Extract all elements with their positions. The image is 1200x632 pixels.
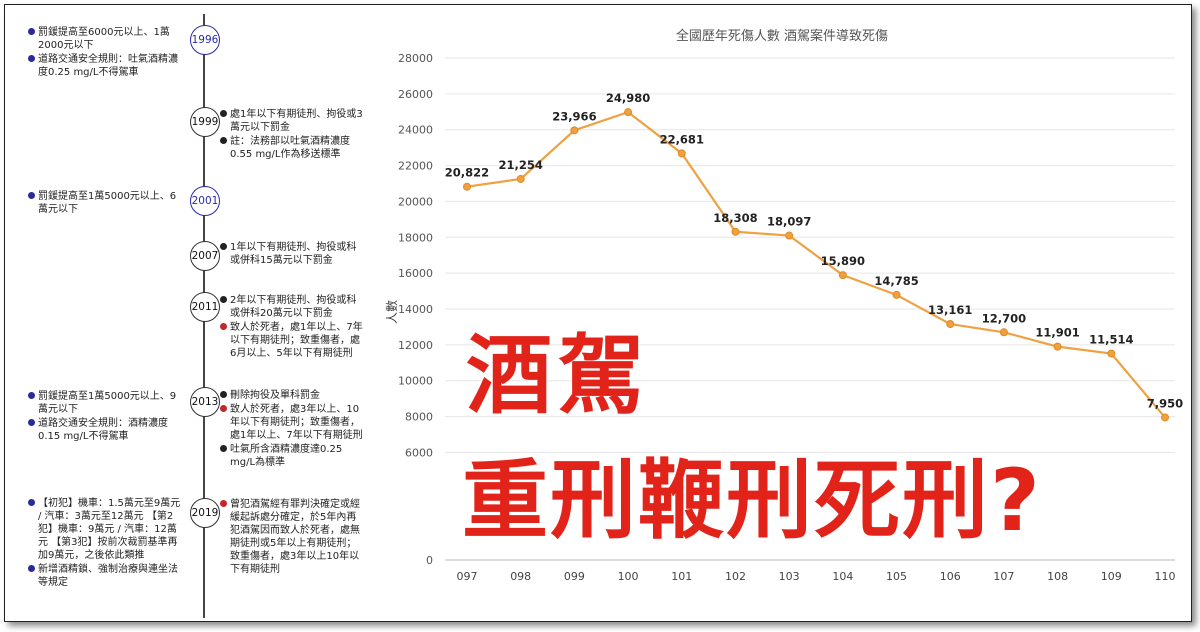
- note-text: 道路交通安全規則：吐氣酒精濃度0.25 mg/L不得駕車: [28, 53, 186, 79]
- y-tick-label: 6000: [405, 446, 433, 459]
- data-label: 23,966: [552, 109, 596, 123]
- y-tick-label: 0: [426, 554, 433, 567]
- note-text: 道路交通安全規則：酒精濃度0.15 mg/L不得駕車: [28, 417, 186, 443]
- x-tick-label: 104: [832, 570, 853, 583]
- note-2001: 罰鍰提高至1萬5000元以上、6萬元以下: [28, 190, 186, 216]
- data-point: [677, 149, 686, 158]
- year-marker: 2011: [190, 292, 220, 322]
- data-point: [624, 108, 633, 117]
- data-label: 11,901: [1035, 326, 1079, 340]
- data-point: [999, 328, 1008, 337]
- x-tick-label: 103: [779, 570, 800, 583]
- series-marks: [463, 108, 1169, 422]
- x-tick-label: 098: [510, 570, 531, 583]
- y-tick-label: 26000: [398, 88, 433, 101]
- note-text: 註：法務部以吐氣酒精濃度0.55 mg/L作為移送標準: [220, 135, 366, 161]
- y-tick-label: 16000: [398, 267, 433, 280]
- note-text: 吐氣所含酒精濃度達0.25 mg/L為標準: [220, 443, 366, 469]
- data-point: [892, 290, 901, 299]
- data-labels: 20,822 21,254 23,966 24,980 22,681 18,308 18,0…: [445, 91, 1183, 410]
- x-tick-label: 097: [457, 570, 478, 583]
- x-tick-label: 102: [725, 570, 746, 583]
- data-point: [731, 227, 740, 236]
- year-marker: 2007: [190, 241, 220, 271]
- x-tick-label: 107: [993, 570, 1014, 583]
- x-tick-label: 106: [940, 570, 961, 583]
- x-tick-label: 108: [1047, 570, 1068, 583]
- year-marker: 1996: [190, 25, 220, 55]
- note-2013-left: 罰鍰提高至1萬5000元以上、9萬元以下 道路交通安全規則：酒精濃度0.15 m…: [28, 390, 186, 443]
- note-text: 新增酒精鎖、強制治療與連坐法等規定: [28, 563, 186, 589]
- note-text: 曾犯酒駕經有罪判決確定或經緩起訴處分確定，於5年內再犯酒駕因而致人於死者，處無期…: [220, 498, 366, 576]
- note-2019-left: 【初犯】機車：1.5萬元至9萬元 / 汽車：3萬元至12萬元 【第2犯】機車：9…: [28, 497, 186, 589]
- note-2011: 2年以下有期徒刑、拘役或科或併科20萬元以下罰金 致人於死者，處1年以上、7年以…: [220, 294, 366, 360]
- data-point: [516, 174, 525, 183]
- note-text: 致人於死者，處1年以上、7年以下有期徒刑；致重傷者，處6月以上、5年以下有期徒刑: [220, 321, 366, 360]
- data-label: 15,890: [821, 254, 865, 268]
- note-2007: 1年以下有期徒刑、拘役或科或併科15萬元以下罰金: [220, 241, 366, 267]
- data-label: 21,254: [498, 158, 542, 172]
- note-text: 【初犯】機車：1.5萬元至9萬元 / 汽車：3萬元至12萬元 【第2犯】機車：9…: [28, 497, 186, 562]
- x-tick-label: 099: [564, 570, 585, 583]
- note-1999: 處1年以下有期徒刑、拘役或3萬元以下罰金 註：法務部以吐氣酒精濃度0.55 mg…: [220, 108, 366, 161]
- note-2013-right: 刪除拘役及單科罰金 致人於死者，處3年以上、10年以下有期徒刑；致重傷者，處1年…: [220, 389, 366, 469]
- data-label: 22,681: [660, 132, 704, 146]
- y-tick-label: 10000: [398, 375, 433, 388]
- y-tick-label: 8000: [405, 411, 433, 424]
- y-tick-label: 20000: [398, 195, 433, 208]
- casualty-line-chart: 全國歷年死傷人數 酒駕案件導致死傷 人數 0 6000 8000 10000 12000…: [385, 28, 1183, 583]
- note-text: 處1年以下有期徒刑、拘役或3萬元以下罰金: [220, 108, 366, 134]
- data-label: 7,950: [1147, 396, 1183, 410]
- series-line: [466, 111, 1166, 419]
- note-text: 刪除拘役及單科罰金: [220, 389, 366, 402]
- y-tick-label: 18000: [398, 231, 433, 244]
- data-point: [946, 320, 955, 329]
- data-point: [838, 271, 847, 280]
- y-axis-label: 人數: [385, 300, 399, 324]
- data-label: 18,097: [767, 215, 811, 229]
- data-label: 18,308: [713, 211, 757, 225]
- note-text: 罰鍰提高至6000元以上、1萬2000元以下: [28, 26, 186, 52]
- year-marker: 2001: [190, 186, 220, 216]
- note-text: 致人於死者，處3年以上、10年以下有期徒刑；致重傷者，處1年以上、7年以下有期徒…: [220, 403, 366, 442]
- year-marker: 2013: [190, 387, 220, 417]
- year-marker: 2019: [190, 498, 220, 528]
- y-tick-label: 22000: [398, 160, 433, 173]
- data-label: 11,514: [1089, 333, 1133, 347]
- note-text: 罰鍰提高至1萬5000元以上、6萬元以下: [28, 190, 186, 216]
- year-marker: 1999: [190, 107, 220, 137]
- data-point: [570, 126, 579, 135]
- data-label: 13,161: [928, 303, 972, 317]
- data-point: [1161, 413, 1169, 422]
- data-point: [1053, 342, 1062, 351]
- x-tick-label: 105: [886, 570, 907, 583]
- data-point: [785, 231, 794, 240]
- note-text: 1年以下有期徒刑、拘役或科或併科15萬元以下罰金: [220, 241, 366, 267]
- x-tick-label: 109: [1101, 570, 1122, 583]
- data-label: 14,785: [874, 274, 918, 288]
- legal-timeline: 1996 1999 2001 2007 2011 2013 2019 罰鍰提高至…: [0, 0, 380, 632]
- y-tick-label: 28000: [398, 52, 433, 65]
- y-tick-label: 14000: [398, 303, 433, 316]
- note-2019-right: 曾犯酒駕經有罪判決確定或經緩起訴處分確定，於5年內再犯酒駕因而致人於死者，處無期…: [220, 498, 366, 576]
- data-point: [463, 182, 471, 191]
- headline-line-1: 酒駕: [466, 326, 650, 426]
- x-tick-label: 101: [671, 570, 692, 583]
- x-tick-label: 110: [1155, 570, 1176, 583]
- y-tick-label: 12000: [398, 339, 433, 352]
- data-label: 24,980: [606, 91, 650, 105]
- chart-title: 全國歷年死傷人數 酒駕案件導致死傷: [676, 28, 888, 44]
- tick-labels: 0 6000 8000 10000 12000 14000 16000 18000 20000 2…: [398, 52, 1176, 583]
- y-tick-label: 24000: [398, 124, 433, 137]
- note-text: 2年以下有期徒刑、拘役或科或併科20萬元以下罰金: [220, 294, 366, 320]
- x-tick-label: 100: [618, 570, 639, 583]
- data-label: 20,822: [445, 166, 489, 180]
- note-text: 罰鍰提高至1萬5000元以上、9萬元以下: [28, 390, 186, 416]
- note-1996: 罰鍰提高至6000元以上、1萬2000元以下 道路交通安全規則：吐氣酒精濃度0.…: [28, 26, 186, 79]
- data-label: 12,700: [982, 311, 1026, 325]
- headline-line-2: 重刑鞭刑死刑?: [462, 451, 1042, 551]
- data-point: [1107, 349, 1116, 358]
